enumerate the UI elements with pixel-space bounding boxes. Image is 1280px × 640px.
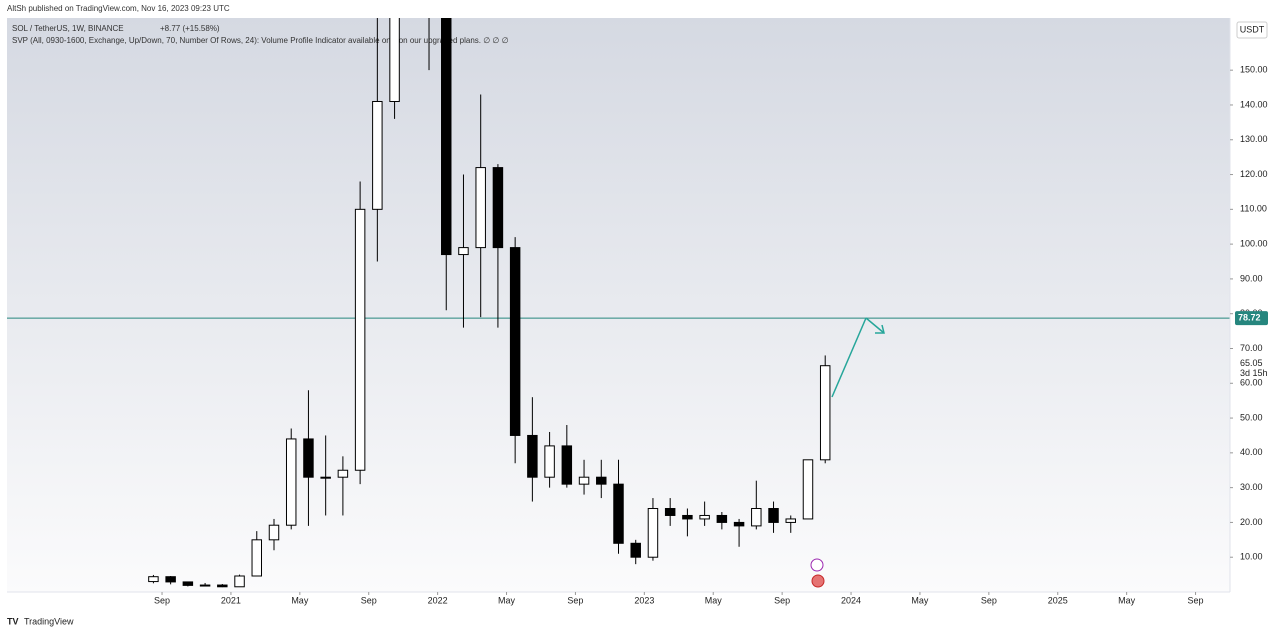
y-tick-label: 120.00 [1240,169,1268,179]
candle-body [647,508,659,558]
x-tick-label: 2025 [1048,595,1068,605]
candle-body [251,539,263,577]
candle-body [544,445,555,478]
x-tick-label: Sep [154,595,170,605]
candle-body [613,483,624,544]
price-axis-bg [1230,18,1273,592]
candle-body [268,524,280,541]
candle-body [630,542,641,558]
event-icon[interactable] [811,574,825,588]
candle-body [354,208,366,471]
x-tick-label: Sep [567,595,583,605]
candle-body [751,508,762,527]
candle-body [372,100,383,210]
x-tick-label: May [1118,595,1136,605]
y-tick-label: 90.00 [1240,273,1263,283]
published-line: AltSh published on TradingView.com, Nov … [7,4,230,13]
y-tick-label: 100.00 [1240,238,1268,248]
candle-body [802,459,814,520]
candle-body [148,576,159,583]
x-tick-label: 2021 [221,595,241,605]
price-change: +8.77 (+15.58%) [160,24,220,33]
candle-body [303,438,314,478]
event-icon[interactable] [810,558,824,572]
last-price-label: 65.05 [1240,358,1263,368]
candle-body [441,18,452,256]
hline-price-label: 78.72 [1238,313,1261,323]
candle-body [819,365,831,461]
candle-body [596,476,607,485]
y-tick-label: 150.00 [1240,65,1268,75]
candle-body [199,584,211,587]
candle-body [768,508,779,523]
currency-button[interactable] [1236,21,1268,39]
y-tick-label: 130.00 [1240,134,1268,144]
candle-body [234,575,245,588]
annotation-arrow [831,317,867,398]
x-tick-label: May [911,595,929,605]
candle-body [217,584,228,588]
x-tick-label: Sep [1188,595,1204,605]
x-tick-label: Sep [361,595,377,605]
y-tick-label: 70.00 [1240,343,1263,353]
hline-price-tag [1235,311,1268,326]
candle-body [664,508,676,516]
x-tick-label: May [291,595,309,605]
annotation-arrow [865,317,885,334]
y-tick-label: 10.00 [1240,552,1263,562]
x-tick-label: Sep [774,595,790,605]
candle-body [165,576,176,583]
y-tick-label: 50.00 [1240,412,1263,422]
y-tick-label: 30.00 [1240,482,1263,492]
y-tick-label: 20.00 [1240,517,1263,527]
x-tick-label: May [705,595,723,605]
candle-body [475,167,486,249]
candle-body [458,247,469,256]
candle-body [733,521,745,527]
x-tick-label: May [498,595,516,605]
candle-body [509,247,521,436]
candle-body [578,476,590,485]
candle-body [320,476,331,479]
candle-body [682,514,693,520]
brand-name: TradingView [24,616,74,626]
candle-body [337,469,349,478]
candle-body [182,581,194,586]
candle-body [285,438,297,526]
y-tick-label: 140.00 [1240,99,1268,109]
symbol-title: SOL / TetherUS, 1W, BINANCE [12,24,124,33]
candle-body [716,514,728,523]
indicator-line: SVP (All, 0930-1600, Exchange, Up/Down, … [12,36,509,45]
candle-body [699,514,710,520]
annotation-arrowhead [875,324,885,334]
candle-body [527,434,538,478]
y-tick-label: 60.00 [1240,378,1263,388]
x-tick-label: 2023 [634,595,654,605]
candle-body [561,445,573,485]
x-tick-label: 2022 [428,595,448,605]
candle-body [389,18,400,102]
y-tick-label: 110.00 [1240,204,1267,214]
candle-body [492,167,504,249]
x-tick-label: Sep [981,595,997,605]
y-tick-label: 40.00 [1240,447,1263,457]
brand-logo: TV [7,616,19,626]
x-tick-label: 2024 [841,595,861,605]
bar-countdown: 3d 15h [1240,368,1268,378]
currency-label[interactable]: USDT [1240,24,1265,34]
candle-body [785,518,796,523]
